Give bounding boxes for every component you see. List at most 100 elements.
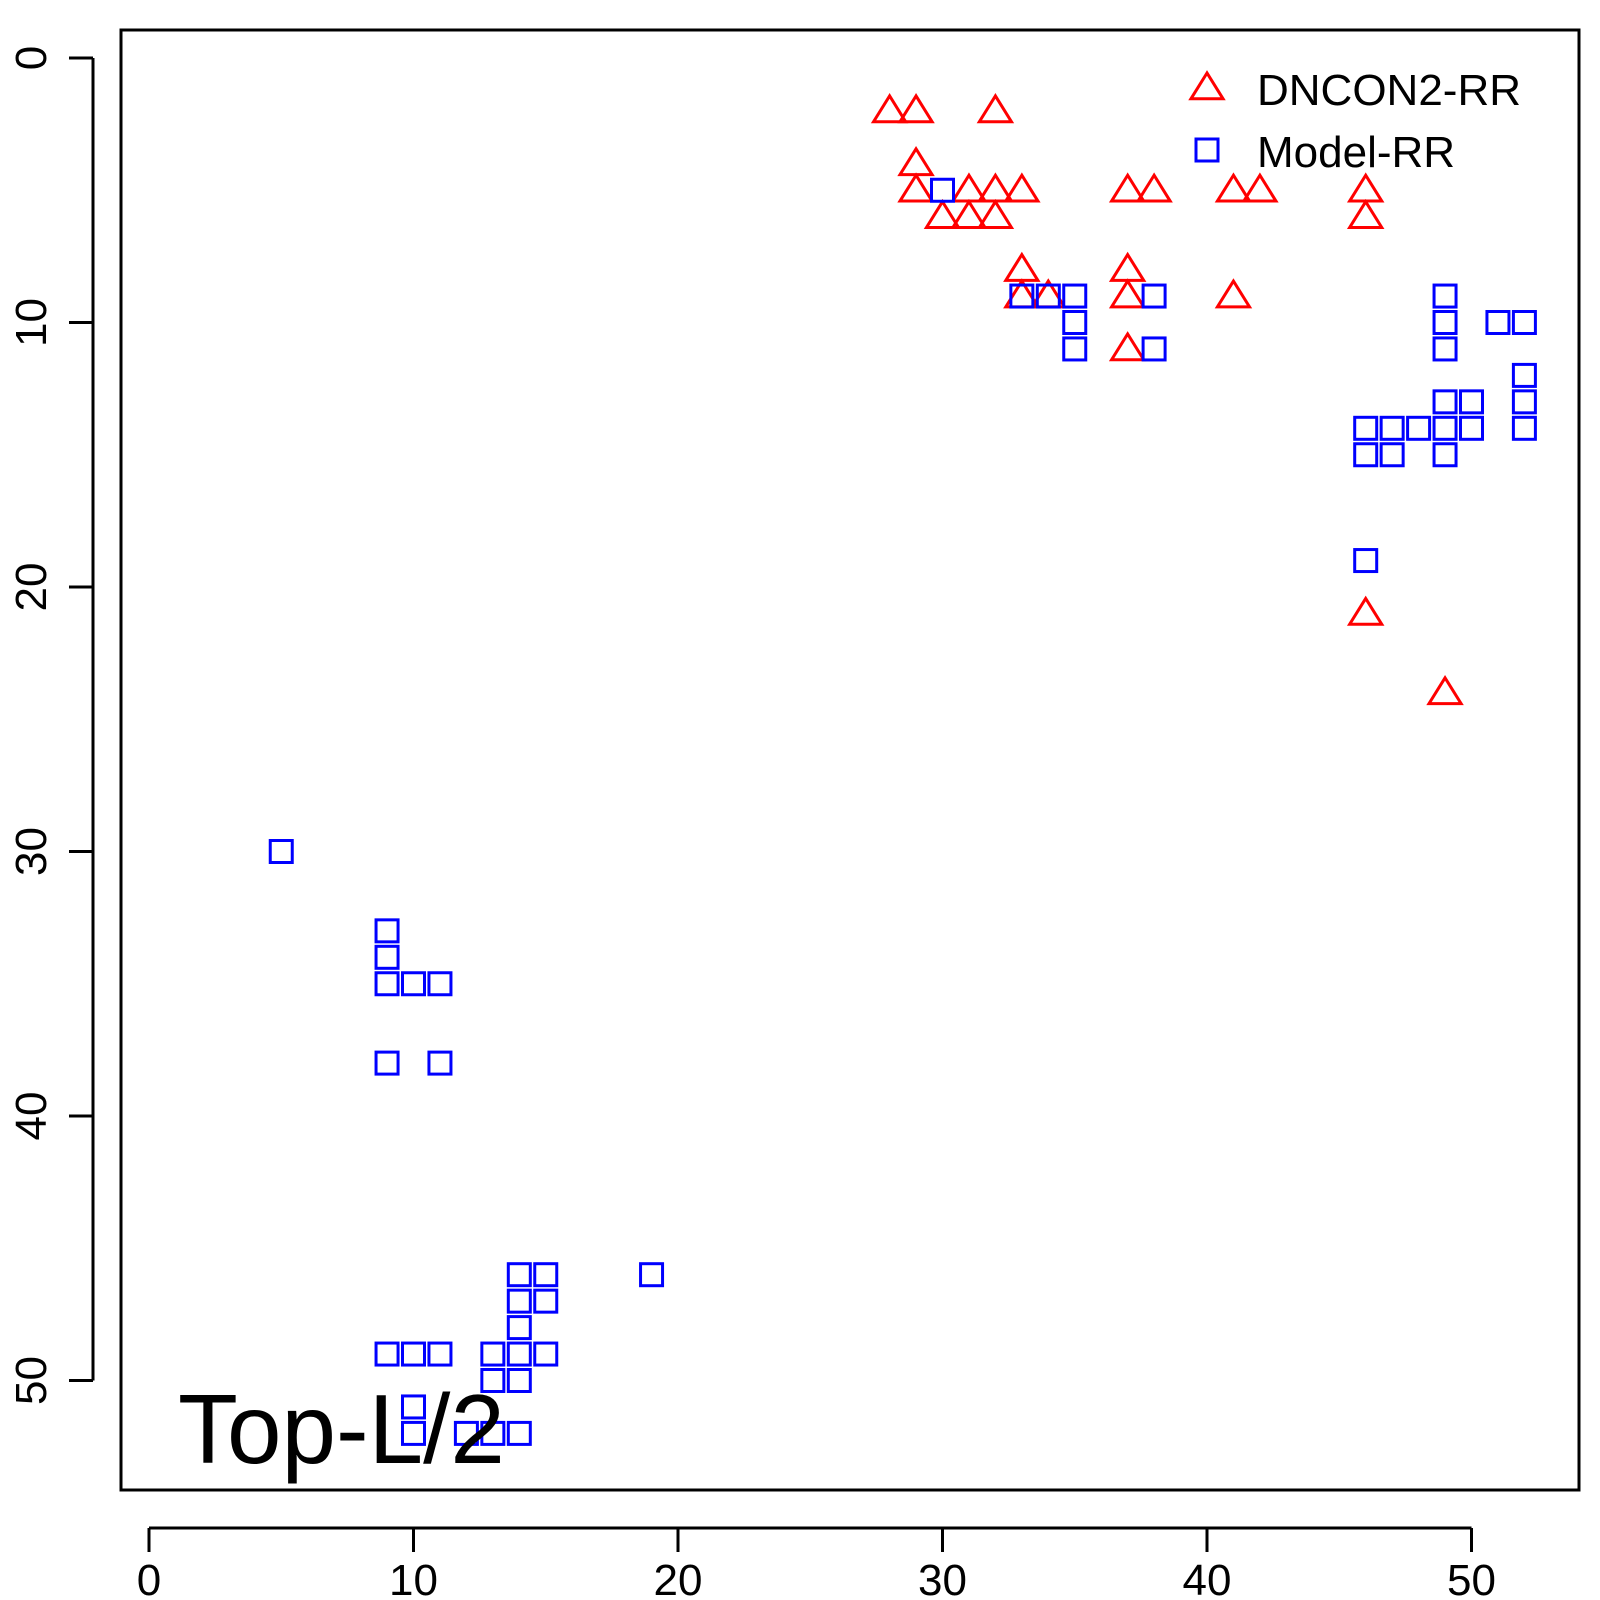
square-point — [374, 971, 400, 997]
x-tick-label: 0 — [137, 1556, 161, 1600]
square-point — [930, 177, 955, 203]
triangle-point — [1214, 172, 1253, 203]
square-point — [1511, 362, 1537, 388]
x-tick-label: 20 — [654, 1556, 703, 1600]
triangle-point — [1426, 674, 1464, 706]
square-point — [427, 971, 453, 997]
square-point — [1511, 310, 1537, 335]
square-point — [1062, 283, 1088, 309]
triangle-point — [1346, 172, 1385, 203]
legend-square-icon — [1194, 137, 1220, 163]
square-point — [506, 1341, 532, 1367]
square-point — [480, 1368, 506, 1393]
square-point — [1485, 310, 1511, 335]
triangle-point — [1241, 172, 1279, 203]
square-point — [1141, 336, 1167, 362]
square-point — [1353, 415, 1379, 441]
square-point — [506, 1368, 532, 1393]
y-tick-label: 20 — [7, 563, 56, 612]
triangle-point — [1108, 172, 1147, 203]
plot-frame — [119, 28, 1581, 1492]
triangle-point — [976, 198, 1015, 229]
square-point — [401, 1341, 426, 1367]
triangle-point — [1108, 251, 1147, 282]
x-tick-label: 50 — [1447, 1556, 1496, 1600]
square-point — [374, 918, 400, 944]
triangle-point — [1108, 331, 1147, 362]
x-tick-label: 10 — [389, 1556, 438, 1600]
triangle-point — [897, 93, 935, 124]
square-point — [1141, 283, 1167, 309]
square-point — [1379, 442, 1405, 468]
x-tick-label: 40 — [1183, 1556, 1232, 1600]
square-point — [427, 1050, 453, 1076]
square-point — [374, 944, 400, 970]
square-point — [1432, 415, 1458, 441]
square-point — [1511, 415, 1537, 441]
triangle-point — [1108, 278, 1147, 309]
triangle-point — [1003, 251, 1041, 282]
x-axis: 0 10 20 30 40 50 — [137, 1526, 1496, 1600]
y-tick-label: 0 — [7, 46, 56, 70]
legend-label: DNCON2-RR — [1257, 66, 1521, 115]
x-tick-label: 30 — [918, 1556, 967, 1600]
legend: DNCON2-RR Model-RR — [1188, 66, 1521, 177]
square-point — [401, 971, 426, 997]
triangle-point — [1214, 278, 1253, 309]
square-point — [480, 1341, 506, 1367]
y-tick-label: 30 — [7, 827, 56, 876]
square-point — [374, 1050, 400, 1076]
triangle-point — [1003, 172, 1041, 203]
square-point — [506, 1315, 532, 1341]
y-tick-label: 10 — [7, 298, 56, 347]
square-point — [401, 1394, 426, 1420]
triangle-point — [950, 198, 988, 229]
y-tick-label: 50 — [7, 1356, 56, 1405]
square-point — [401, 1420, 426, 1446]
square-point — [1511, 389, 1537, 415]
triangle-point — [1135, 172, 1173, 203]
y-axis: 0 10 20 30 40 50 — [7, 46, 95, 1405]
square-point — [533, 1288, 559, 1314]
triangle-point — [976, 93, 1015, 124]
square-point — [268, 839, 294, 864]
legend-triangle-icon — [1188, 70, 1226, 101]
square-point — [427, 1341, 453, 1367]
square-point — [1062, 336, 1088, 362]
square-point — [1379, 415, 1405, 441]
triangle-point — [897, 145, 935, 177]
triangle-point — [897, 172, 935, 203]
square-point — [533, 1262, 559, 1288]
square-point — [1432, 442, 1458, 468]
triangle-point — [1346, 198, 1385, 229]
y-tick-label: 40 — [7, 1092, 56, 1141]
square-point — [1406, 415, 1432, 441]
square-point — [1459, 389, 1484, 415]
triangle-point — [1346, 595, 1385, 626]
square-point — [1459, 415, 1484, 441]
series-model-rr — [268, 177, 1537, 1446]
square-point — [506, 1262, 532, 1288]
square-point — [1432, 283, 1458, 309]
square-point — [506, 1288, 532, 1314]
square-point — [506, 1420, 532, 1446]
square-point — [1062, 310, 1088, 335]
square-point — [1035, 283, 1061, 309]
legend-label: Model-RR — [1257, 128, 1455, 177]
square-point — [374, 1341, 400, 1367]
square-point — [453, 1420, 479, 1446]
square-point — [1432, 336, 1458, 362]
square-point — [1009, 283, 1035, 309]
square-point — [1432, 310, 1458, 335]
square-point — [1353, 442, 1379, 468]
square-point — [1353, 548, 1379, 574]
square-point — [1432, 389, 1458, 415]
triangle-point — [870, 93, 909, 124]
triangle-point — [923, 198, 962, 229]
series-dncon2-rr — [870, 93, 1464, 706]
square-point — [480, 1420, 506, 1446]
data-points — [268, 93, 1537, 1446]
square-point — [639, 1262, 665, 1288]
panel-annotation: Top-L/2 — [178, 1374, 505, 1484]
